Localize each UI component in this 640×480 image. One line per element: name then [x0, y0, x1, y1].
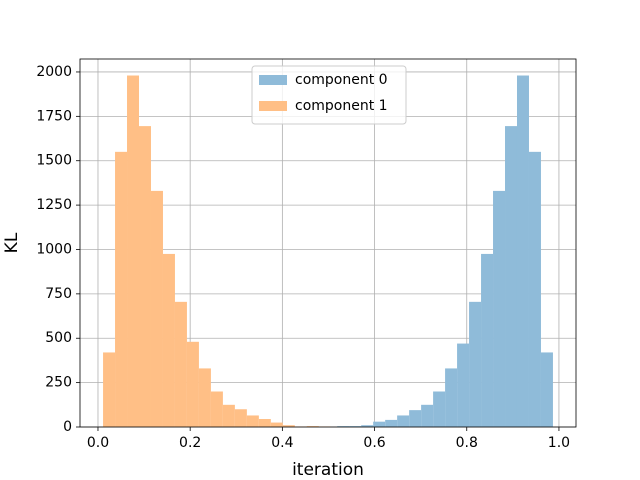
- bar: [493, 190, 506, 427]
- x-axis-label: iteration: [292, 460, 364, 480]
- bar: [349, 426, 362, 427]
- bar: [337, 426, 350, 427]
- bar: [162, 253, 175, 427]
- legend-swatch: [259, 75, 287, 85]
- bar: [103, 352, 116, 427]
- bar: [409, 410, 422, 427]
- legend-swatch: [259, 101, 287, 111]
- legend: component 0 component 1: [251, 65, 407, 125]
- y-axis-label: KL: [2, 232, 22, 253]
- bar: [127, 75, 140, 428]
- legend-label: component 0: [295, 72, 388, 88]
- bar: [481, 253, 494, 427]
- bar: [469, 301, 482, 427]
- bar: [433, 391, 446, 427]
- y-tick-label: 250: [45, 375, 72, 391]
- bar: [222, 404, 235, 427]
- bar: [174, 301, 187, 427]
- bar: [234, 409, 247, 427]
- x-tick-label: 0.0: [87, 435, 109, 451]
- x-tick-label: 1.0: [548, 435, 570, 451]
- bar: [306, 426, 319, 427]
- y-tick-label: 0: [63, 419, 72, 435]
- y-tick-label: 750: [45, 286, 72, 302]
- bar: [361, 425, 374, 427]
- y-tick-label: 2000: [36, 64, 72, 80]
- bar: [258, 419, 271, 427]
- bar: [397, 415, 410, 427]
- bar: [445, 368, 458, 427]
- bar: [115, 151, 128, 428]
- bar: [421, 404, 434, 427]
- bar: [198, 368, 211, 427]
- bar: [139, 126, 151, 427]
- bar: [270, 422, 283, 427]
- bar: [210, 391, 223, 427]
- x-tick-label: 0.8: [456, 435, 478, 451]
- x-tick-label: 0.2: [179, 435, 201, 451]
- x-tick-label: 0.6: [363, 435, 385, 451]
- plot-frame: [79, 58, 577, 428]
- bar: [282, 425, 295, 427]
- bar: [516, 75, 529, 428]
- legend-label: component 1: [295, 98, 388, 114]
- bar: [505, 126, 517, 427]
- bar: [246, 415, 259, 427]
- bar: [528, 151, 541, 428]
- y-tick-label: 1750: [36, 108, 72, 124]
- y-tick-label: 500: [45, 330, 72, 346]
- bar: [457, 343, 470, 427]
- bar: [385, 419, 398, 427]
- y-tick-label: 1250: [36, 197, 72, 213]
- bar: [373, 421, 386, 427]
- y-tick-label: 1500: [36, 153, 72, 169]
- bar: [150, 190, 163, 427]
- legend-box: [251, 65, 407, 125]
- y-tick-label: 1000: [36, 241, 72, 257]
- bar: [540, 352, 553, 427]
- bar: [186, 341, 199, 427]
- x-tick-label: 0.4: [271, 435, 293, 451]
